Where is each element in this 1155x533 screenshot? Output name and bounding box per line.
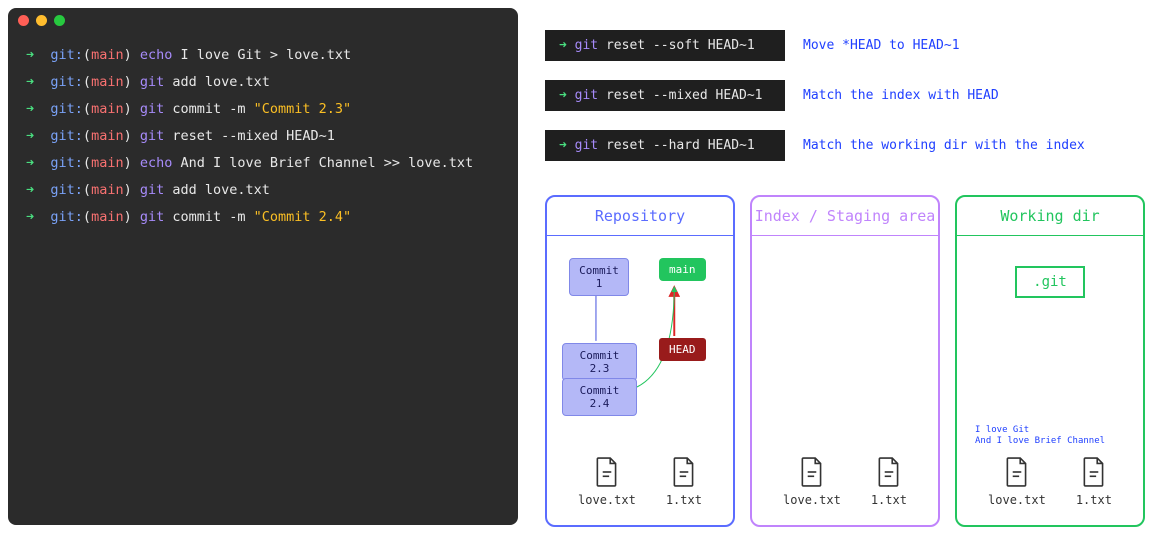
terminal-line: ➜ git:(main) echo And I love Brief Chann… xyxy=(26,150,500,177)
file-label: love.txt xyxy=(578,493,636,507)
file-icon xyxy=(1081,457,1107,487)
reset-command-row: ➜ git reset --soft HEAD~1 Move *HEAD to H… xyxy=(545,30,960,61)
index-panel: Index / Staging area love.txt 1.txt xyxy=(750,195,940,527)
terminal-titlebar xyxy=(8,8,518,32)
reset-command-box: ➜ git reset --soft HEAD~1 xyxy=(545,30,785,61)
terminal-window: ➜ git:(main) echo I love Git > love.txt➜… xyxy=(8,8,518,525)
file-label: 1.txt xyxy=(871,493,907,507)
reset-command-row: ➜ git reset --hard HEAD~1 Match the worki… xyxy=(545,130,1085,161)
index-title: Index / Staging area xyxy=(752,197,938,236)
file-icon xyxy=(594,457,620,487)
repo-files: love.txt 1.txt xyxy=(547,457,733,507)
commit-24-box: Commit 2.4 xyxy=(562,378,637,416)
file-icon xyxy=(799,457,825,487)
terminal-line: ➜ git:(main) git add love.txt xyxy=(26,69,500,96)
head-box: HEAD xyxy=(659,338,706,361)
file-label: 1.txt xyxy=(1076,493,1112,507)
commit-1-box: Commit 1 xyxy=(569,258,629,296)
commit-graph: Commit 1 main Commit 2.3 HEAD Commit 2.4 xyxy=(547,246,733,426)
reset-command-box: ➜ git reset --mixed HEAD~1 xyxy=(545,80,785,111)
reset-description: Match the working dir with the index xyxy=(803,138,1085,153)
working-dir-panel: Working dir .git I love Git And I love B… xyxy=(955,195,1145,527)
minimize-icon[interactable] xyxy=(36,15,47,26)
file-label: 1.txt xyxy=(666,493,702,507)
file-label: love.txt xyxy=(783,493,841,507)
terminal-line: ➜ git:(main) git reset --mixed HEAD~1 xyxy=(26,123,500,150)
file-item: love.txt xyxy=(578,457,636,507)
terminal-line: ➜ git:(main) echo I love Git > love.txt xyxy=(26,42,500,69)
file-item: 1.txt xyxy=(1076,457,1112,507)
file-item: 1.txt xyxy=(666,457,702,507)
terminal-line: ➜ git:(main) git commit -m "Commit 2.3" xyxy=(26,96,500,123)
note-line: I love Git xyxy=(975,425,1125,436)
terminal-body: ➜ git:(main) echo I love Git > love.txt➜… xyxy=(8,32,518,241)
commit-23-box: Commit 2.3 xyxy=(562,343,637,381)
file-item: 1.txt xyxy=(871,457,907,507)
note-line: And I love Brief Channel xyxy=(975,436,1125,447)
work-files: love.txt 1.txt xyxy=(957,457,1143,507)
index-files: love.txt 1.txt xyxy=(752,457,938,507)
repository-title: Repository xyxy=(547,197,733,236)
file-label: love.txt xyxy=(988,493,1046,507)
reset-description: Match the index with HEAD xyxy=(803,88,999,103)
file-item: love.txt xyxy=(783,457,841,507)
terminal-line: ➜ git:(main) git add love.txt xyxy=(26,177,500,204)
reset-description: Move *HEAD to HEAD~1 xyxy=(803,38,960,53)
reset-command-row: ➜ git reset --mixed HEAD~1 Match the inde… xyxy=(545,80,999,111)
main-branch-box: main xyxy=(659,258,706,281)
working-dir-note: I love Git And I love Brief Channel xyxy=(957,425,1143,447)
repository-panel: Repository Commi xyxy=(545,195,735,527)
panels-row: Repository Commi xyxy=(545,195,1145,527)
file-icon xyxy=(671,457,697,487)
reset-command-box: ➜ git reset --hard HEAD~1 xyxy=(545,130,785,161)
terminal-line: ➜ git:(main) git commit -m "Commit 2.4" xyxy=(26,204,500,231)
working-dir-title: Working dir xyxy=(957,197,1143,236)
file-item: love.txt xyxy=(988,457,1046,507)
close-icon[interactable] xyxy=(18,15,29,26)
file-icon xyxy=(1004,457,1030,487)
maximize-icon[interactable] xyxy=(54,15,65,26)
git-folder: .git xyxy=(1015,266,1085,298)
file-icon xyxy=(876,457,902,487)
